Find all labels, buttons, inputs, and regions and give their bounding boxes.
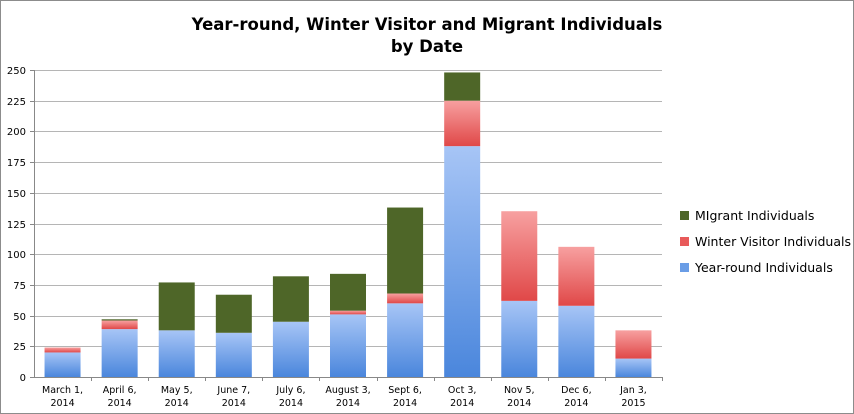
bar-winter-visitor-individuals: [444, 100, 481, 147]
x-tick-label: 2015: [621, 398, 645, 409]
y-tick-label: 0: [20, 373, 26, 384]
y-tick-label: 75: [13, 281, 26, 292]
x-tick-label: 2014: [336, 398, 360, 409]
bar-year-round-individuals: [158, 330, 195, 377]
bar-winter-visitor-individuals: [44, 347, 81, 353]
x-tick-label: March 1,: [42, 385, 83, 396]
legend-swatch: [680, 210, 689, 220]
legend-item-migrant-individuals: MIgrant Individuals: [680, 202, 851, 228]
bar-migrant-individuals: [330, 273, 366, 311]
bar-year-round-individuals: [272, 321, 309, 377]
y-tick-label: 250: [7, 66, 26, 77]
legend-label: Winter Visitor Individuals: [695, 233, 851, 249]
x-tick-label: Jan 3,: [619, 385, 647, 396]
bar-year-round-individuals: [44, 352, 81, 377]
bar-migrant-individuals: [158, 282, 195, 331]
x-tick-label: Nov 5,: [504, 385, 535, 396]
bar-year-round-individuals: [501, 300, 538, 377]
x-tick-label: Oct 3,: [448, 385, 477, 396]
bar-winter-visitor-individuals: [330, 310, 366, 315]
legend-swatch: [680, 262, 689, 272]
chart-title-line-1: Year-round, Winter Visitor and Migrant I…: [191, 15, 663, 34]
y-tick-label: 50: [13, 312, 26, 323]
bar-winter-visitor-individuals: [101, 320, 138, 330]
chart-title-line-2: by Date: [390, 37, 464, 56]
bar-winter-visitor-individuals: [387, 293, 424, 304]
x-tick-label: 2014: [108, 398, 132, 409]
x-tick-label: July 6,: [275, 385, 305, 396]
bar-year-round-individuals: [215, 332, 252, 377]
x-tick-label: Dec 6,: [561, 385, 591, 396]
bar-year-round-individuals: [558, 305, 595, 377]
legend: MIgrant Individuals Winter Visitor Indivi…: [680, 202, 851, 280]
legend-swatch: [680, 236, 689, 246]
x-tick-label: 2014: [507, 398, 531, 409]
x-tick-label: 2014: [564, 398, 588, 409]
x-tick-label: Sept 6,: [388, 385, 422, 396]
y-tick-label: 25: [13, 342, 26, 353]
x-tick-label: April 6,: [103, 385, 137, 396]
x-tick-label: 2014: [222, 398, 246, 409]
legend-item-year-round-individuals: Year-round Individuals: [680, 254, 851, 280]
x-tick-label: 2014: [450, 398, 474, 409]
bar-migrant-individuals: [101, 319, 138, 321]
bar-winter-visitor-individuals: [558, 246, 595, 306]
bar-migrant-individuals: [215, 294, 252, 333]
x-tick-label: August 3,: [325, 385, 370, 396]
bar-year-round-individuals: [615, 358, 652, 377]
x-tick-label: June 7,: [216, 385, 250, 396]
bar-year-round-individuals: [330, 314, 366, 377]
bar-migrant-individuals: [272, 276, 309, 322]
x-tick-label: 2014: [50, 398, 74, 409]
y-tick-label: 175: [7, 158, 26, 169]
y-tick-label: 125: [7, 220, 26, 231]
y-tick-label: 225: [7, 97, 26, 108]
legend-item-winter-visitor-individuals: Winter Visitor Individuals: [680, 228, 851, 254]
y-tick-label: 200: [7, 127, 26, 138]
bar-year-round-individuals: [444, 146, 481, 377]
bar-winter-visitor-individuals: [501, 211, 538, 301]
x-tick-label: 2014: [165, 398, 189, 409]
y-tick-label: 150: [7, 189, 26, 200]
y-tick-label: 100: [7, 250, 26, 261]
bar-year-round-individuals: [387, 303, 424, 377]
bar-year-round-individuals: [101, 329, 138, 377]
bar-winter-visitor-individuals: [615, 330, 652, 359]
bar-migrant-individuals: [444, 72, 481, 101]
legend-label: Year-round Individuals: [695, 259, 833, 275]
x-tick-label: 2014: [279, 398, 303, 409]
legend-label: MIgrant Individuals: [695, 207, 815, 223]
chart-title: Year-round, Winter Visitor and Migrant I…: [1, 14, 853, 58]
x-tick-label: 2014: [393, 398, 417, 409]
x-tick-label: May 5,: [161, 385, 193, 396]
bar-migrant-individuals: [387, 207, 424, 294]
